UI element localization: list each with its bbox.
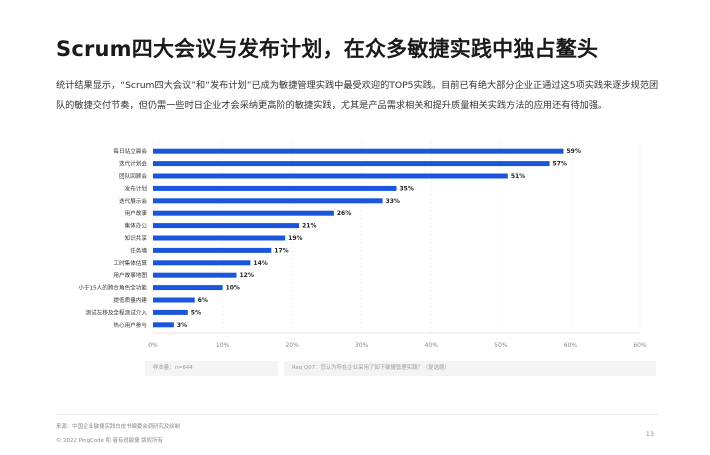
x-tick-label: 60% <box>633 342 647 349</box>
value-label: 3% <box>177 322 187 329</box>
footer-copyright: © 2022 PingCode 和 者有说敏捷 版权所有 <box>56 438 163 444</box>
page-number: 13 <box>645 430 654 438</box>
value-label: 14% <box>253 260 267 267</box>
category-label: 用户故事地图 <box>113 271 147 279</box>
value-label: 12% <box>239 272 253 279</box>
page-title: Scrum四大会议与发布计划，在众多敏捷实践中独占鳌头 <box>56 37 599 61</box>
bar-chart: 0% 10% 20% 30% 40% 50% 60% 60% 每日站立晨会 59% 迭代计划会 57%… <box>78 142 647 349</box>
category-label: 迭代计划会 <box>119 160 147 168</box>
value-label: 35% <box>400 185 414 192</box>
sample-size-note: 样本量：n=644 <box>145 361 278 376</box>
value-label: 57% <box>553 161 567 168</box>
bar <box>153 198 383 204</box>
question-note: Req Q07：您认为所在企业采用了如下敏捷管理实践？（复选题） <box>284 361 656 376</box>
category-label: 用户故事 <box>125 209 148 217</box>
bar <box>153 260 251 266</box>
x-tick-label: 10% <box>216 342 230 349</box>
bar <box>153 223 300 229</box>
category-label: 集体办公 <box>125 222 148 230</box>
bar <box>153 235 286 241</box>
value-label: 10% <box>226 285 240 292</box>
category-label: 热心用户参与 <box>113 321 147 329</box>
x-tick-label: 50% <box>494 342 508 349</box>
bar <box>153 272 237 278</box>
x-tick-label: 40% <box>425 342 439 349</box>
value-label: 19% <box>288 235 302 242</box>
bar <box>153 185 397 191</box>
category-label: 提低质量内建 <box>113 296 147 304</box>
category-label: 工时集体估算 <box>113 259 147 267</box>
bar <box>153 285 223 291</box>
footer-source: 来源：中国企业敏捷实践白皮书编委会调研究及绘制 <box>56 424 180 430</box>
category-label: 知识共享 <box>125 234 148 242</box>
value-label: 33% <box>386 198 400 205</box>
value-label: 59% <box>566 148 580 155</box>
bar <box>153 148 564 154</box>
bar <box>153 297 195 303</box>
x-tick-label: 0% <box>148 342 158 349</box>
bar <box>153 322 174 328</box>
category-label: 测试左移及全程测试介入 <box>85 308 147 316</box>
category-label: 发布计划 <box>125 184 148 192</box>
category-label: 迭代展示会 <box>119 197 147 205</box>
value-label: 6% <box>198 297 208 304</box>
page-intro: 统计结果显示，“Scrum四大会议”和“发布计划”已成为敏捷管理实践中最受欢迎的… <box>56 80 659 111</box>
footer-divider <box>56 414 658 415</box>
value-label: 17% <box>274 247 288 254</box>
x-tick-label: 20% <box>285 342 299 349</box>
bar <box>153 161 550 167</box>
category-label: 每日站立晨会 <box>113 147 147 155</box>
value-label: 26% <box>337 210 351 217</box>
category-label: 任务墙 <box>130 246 147 254</box>
bar <box>153 173 508 179</box>
bar <box>153 309 188 315</box>
value-label: 21% <box>302 223 316 230</box>
bar <box>153 247 272 253</box>
bar <box>153 210 334 216</box>
category-label: 团队回顾会 <box>119 172 147 180</box>
category-label: 小于15人的跨合角色全功能 <box>78 284 147 292</box>
x-tick-label: 30% <box>355 342 369 349</box>
x-tick-label: 60% <box>564 342 578 349</box>
value-label: 5% <box>191 309 201 316</box>
value-label: 51% <box>511 173 525 180</box>
